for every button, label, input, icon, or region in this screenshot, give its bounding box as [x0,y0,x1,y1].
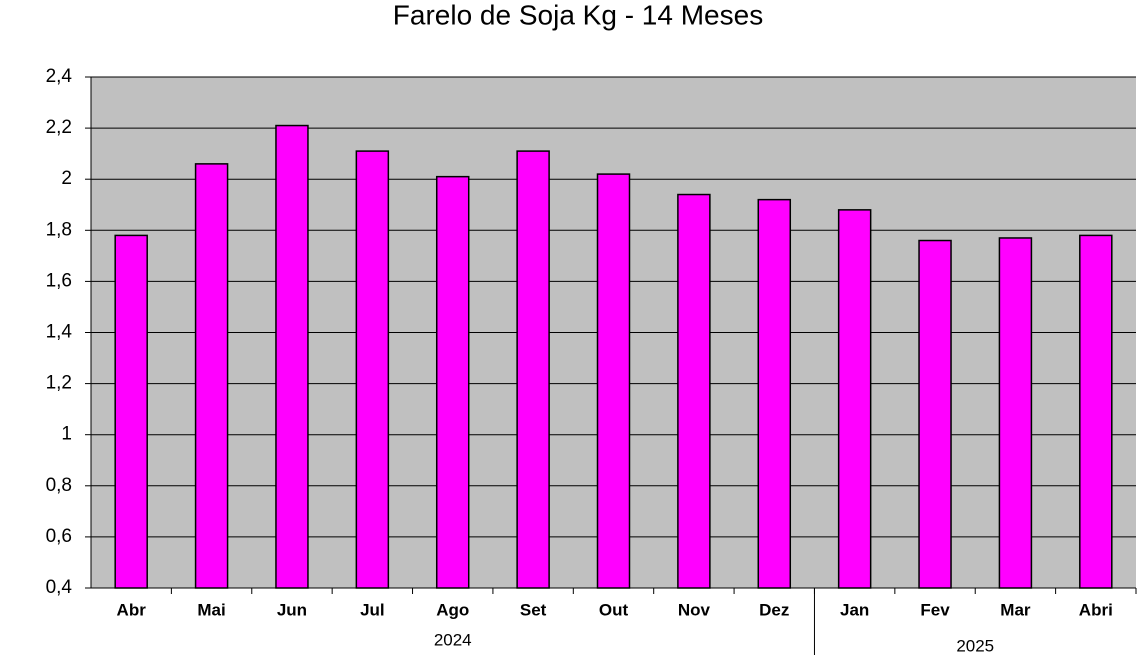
x-tick-label: Abri [1079,600,1113,619]
chart-title: Farelo de Soja Kg - 14 Meses [393,0,763,30]
x-tick-label: Jul [360,600,385,619]
x-tick-label: Fev [920,600,950,619]
y-tick-label: 1,8 [46,219,72,240]
x-tick-label: Ago [436,600,469,619]
x-tick-label: Out [599,600,629,619]
x-tick-label: Mai [197,600,225,619]
bar [275,124,309,589]
y-tick-label: 1,6 [46,270,72,291]
bar [435,175,470,589]
y-tick-label: 2,4 [46,66,73,87]
x-tick-label: Abr [117,600,147,619]
y-tick-label: 1 [61,424,72,445]
y-tick-label: 0,6 [46,526,72,547]
bar [516,150,550,589]
group-label: 2025 [956,636,994,655]
bar [998,237,1033,589]
bar [918,239,952,589]
bar [114,234,148,589]
x-tick-label: Jun [277,600,307,619]
x-tick-label: Dez [759,600,789,619]
y-tick-label: 0,4 [46,577,73,598]
y-tick-label: 1,4 [46,322,73,343]
bar [1079,234,1113,589]
x-tick-label: Nov [678,600,711,619]
y-tick-label: 0,8 [46,475,72,496]
bar [837,209,872,589]
y-tick-label: 2 [61,168,72,189]
bar [355,150,390,589]
group-label: 2024 [434,630,472,649]
x-tick-label: Set [520,600,547,619]
bar [677,193,711,589]
y-tick-label: 2,2 [46,117,72,138]
x-tick-label: Jan [840,600,869,619]
y-tick-label: 1,2 [46,373,72,394]
bar [194,163,229,589]
bar [596,173,631,589]
x-tick-label: Mar [1000,600,1031,619]
bar [757,198,792,589]
